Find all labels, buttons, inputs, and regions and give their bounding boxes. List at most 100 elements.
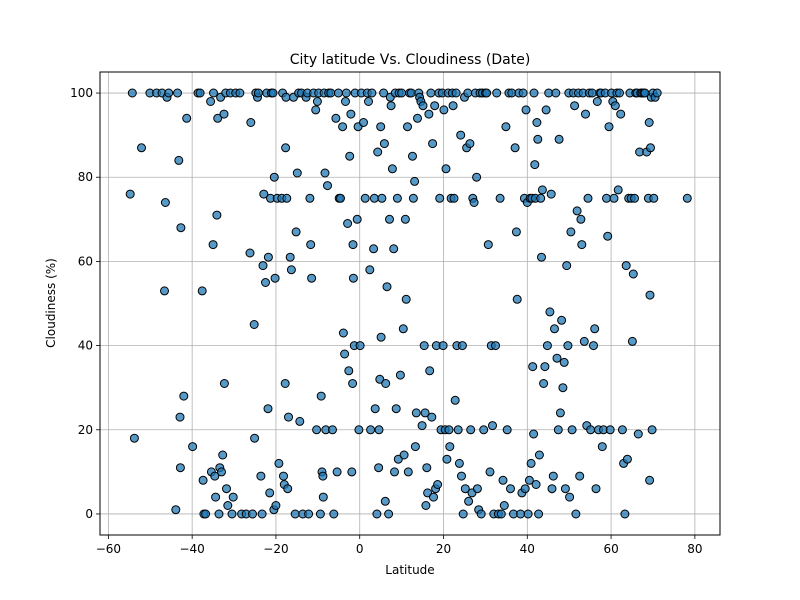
city-point (343, 219, 353, 228)
city-point (390, 467, 399, 477)
city-point (374, 425, 384, 435)
city-point (212, 210, 222, 220)
city-point (463, 88, 473, 98)
city-point (622, 454, 632, 464)
city-point (355, 341, 365, 351)
city-point (171, 505, 181, 515)
city-point (476, 509, 486, 519)
city-point (201, 509, 211, 519)
city-point (312, 97, 322, 106)
city-point (592, 97, 602, 106)
city-point (311, 105, 321, 115)
city-point (469, 198, 479, 207)
city-point (403, 122, 412, 132)
y-tick-label: 100 (70, 86, 93, 100)
city-point (219, 109, 229, 119)
city-point (552, 353, 562, 363)
city-point (545, 307, 555, 317)
city-point (347, 467, 357, 477)
city-point (433, 480, 443, 489)
city-point (387, 164, 397, 174)
city-point (318, 471, 328, 481)
city-point (510, 143, 520, 153)
city-point (529, 88, 539, 98)
city-point (550, 324, 559, 334)
x-axis-title: Latitude (385, 563, 434, 577)
city-point (591, 484, 601, 494)
city-point (376, 332, 386, 342)
city-point (160, 286, 169, 296)
city-point (176, 223, 186, 233)
city-point (464, 496, 474, 506)
city-point (496, 509, 506, 519)
city-point (628, 269, 638, 279)
city-point (364, 97, 373, 106)
city-point (329, 509, 339, 519)
city-point (348, 240, 358, 250)
city-point (137, 143, 146, 153)
city-point (453, 425, 463, 435)
city-point (295, 416, 305, 426)
city-point (422, 463, 432, 473)
city-point (246, 118, 256, 127)
city-point (589, 341, 598, 351)
city-point (174, 155, 184, 165)
city-point (518, 88, 528, 98)
city-point (370, 404, 380, 414)
city-point (420, 408, 430, 418)
city-point (210, 471, 220, 481)
city-point (258, 261, 268, 271)
city-point (419, 341, 429, 351)
city-point (449, 193, 459, 203)
city-point (338, 328, 348, 338)
x-tick-label: 20 (436, 542, 451, 556)
city-point (645, 475, 655, 485)
city-point (551, 88, 561, 98)
city-point (562, 261, 572, 271)
axis-ticks: −60 −40 −20 0 20 40 60 80 0 20 40 60 80 100 (70, 86, 702, 556)
city-point (346, 109, 356, 119)
city-point (261, 278, 270, 287)
city-point (274, 458, 284, 468)
city-point (245, 248, 255, 258)
city-point (395, 370, 405, 380)
city-point (340, 349, 350, 359)
city-point (219, 379, 229, 388)
city-point (315, 509, 325, 519)
x-tick-label: 80 (687, 542, 702, 556)
city-point (323, 181, 332, 191)
x-tick-label: −40 (179, 542, 204, 556)
city-point (365, 265, 375, 275)
city-point (652, 88, 662, 98)
city-point (586, 425, 596, 435)
city-point (516, 509, 526, 519)
city-point (250, 433, 260, 443)
city-point (417, 421, 427, 431)
city-point (366, 425, 376, 435)
city-point (558, 383, 568, 393)
city-point (483, 240, 493, 250)
city-point (397, 88, 407, 98)
city-point (495, 193, 505, 203)
city-point (465, 139, 475, 149)
city-point (603, 231, 613, 241)
city-point (548, 471, 558, 481)
x-tick-label: 40 (520, 542, 535, 556)
city-point (501, 122, 511, 132)
city-point (282, 193, 292, 203)
city-point (218, 450, 228, 460)
city-point (577, 240, 587, 250)
city-point (534, 509, 544, 519)
city-point (479, 425, 489, 435)
city-point (539, 379, 549, 388)
city-point (491, 341, 500, 351)
city-point (547, 484, 557, 494)
city-point (537, 252, 546, 262)
city-point (285, 252, 295, 262)
city-point (567, 425, 577, 435)
city-point (228, 492, 238, 502)
city-point (306, 240, 316, 250)
city-point (403, 467, 413, 477)
city-point (129, 433, 139, 443)
